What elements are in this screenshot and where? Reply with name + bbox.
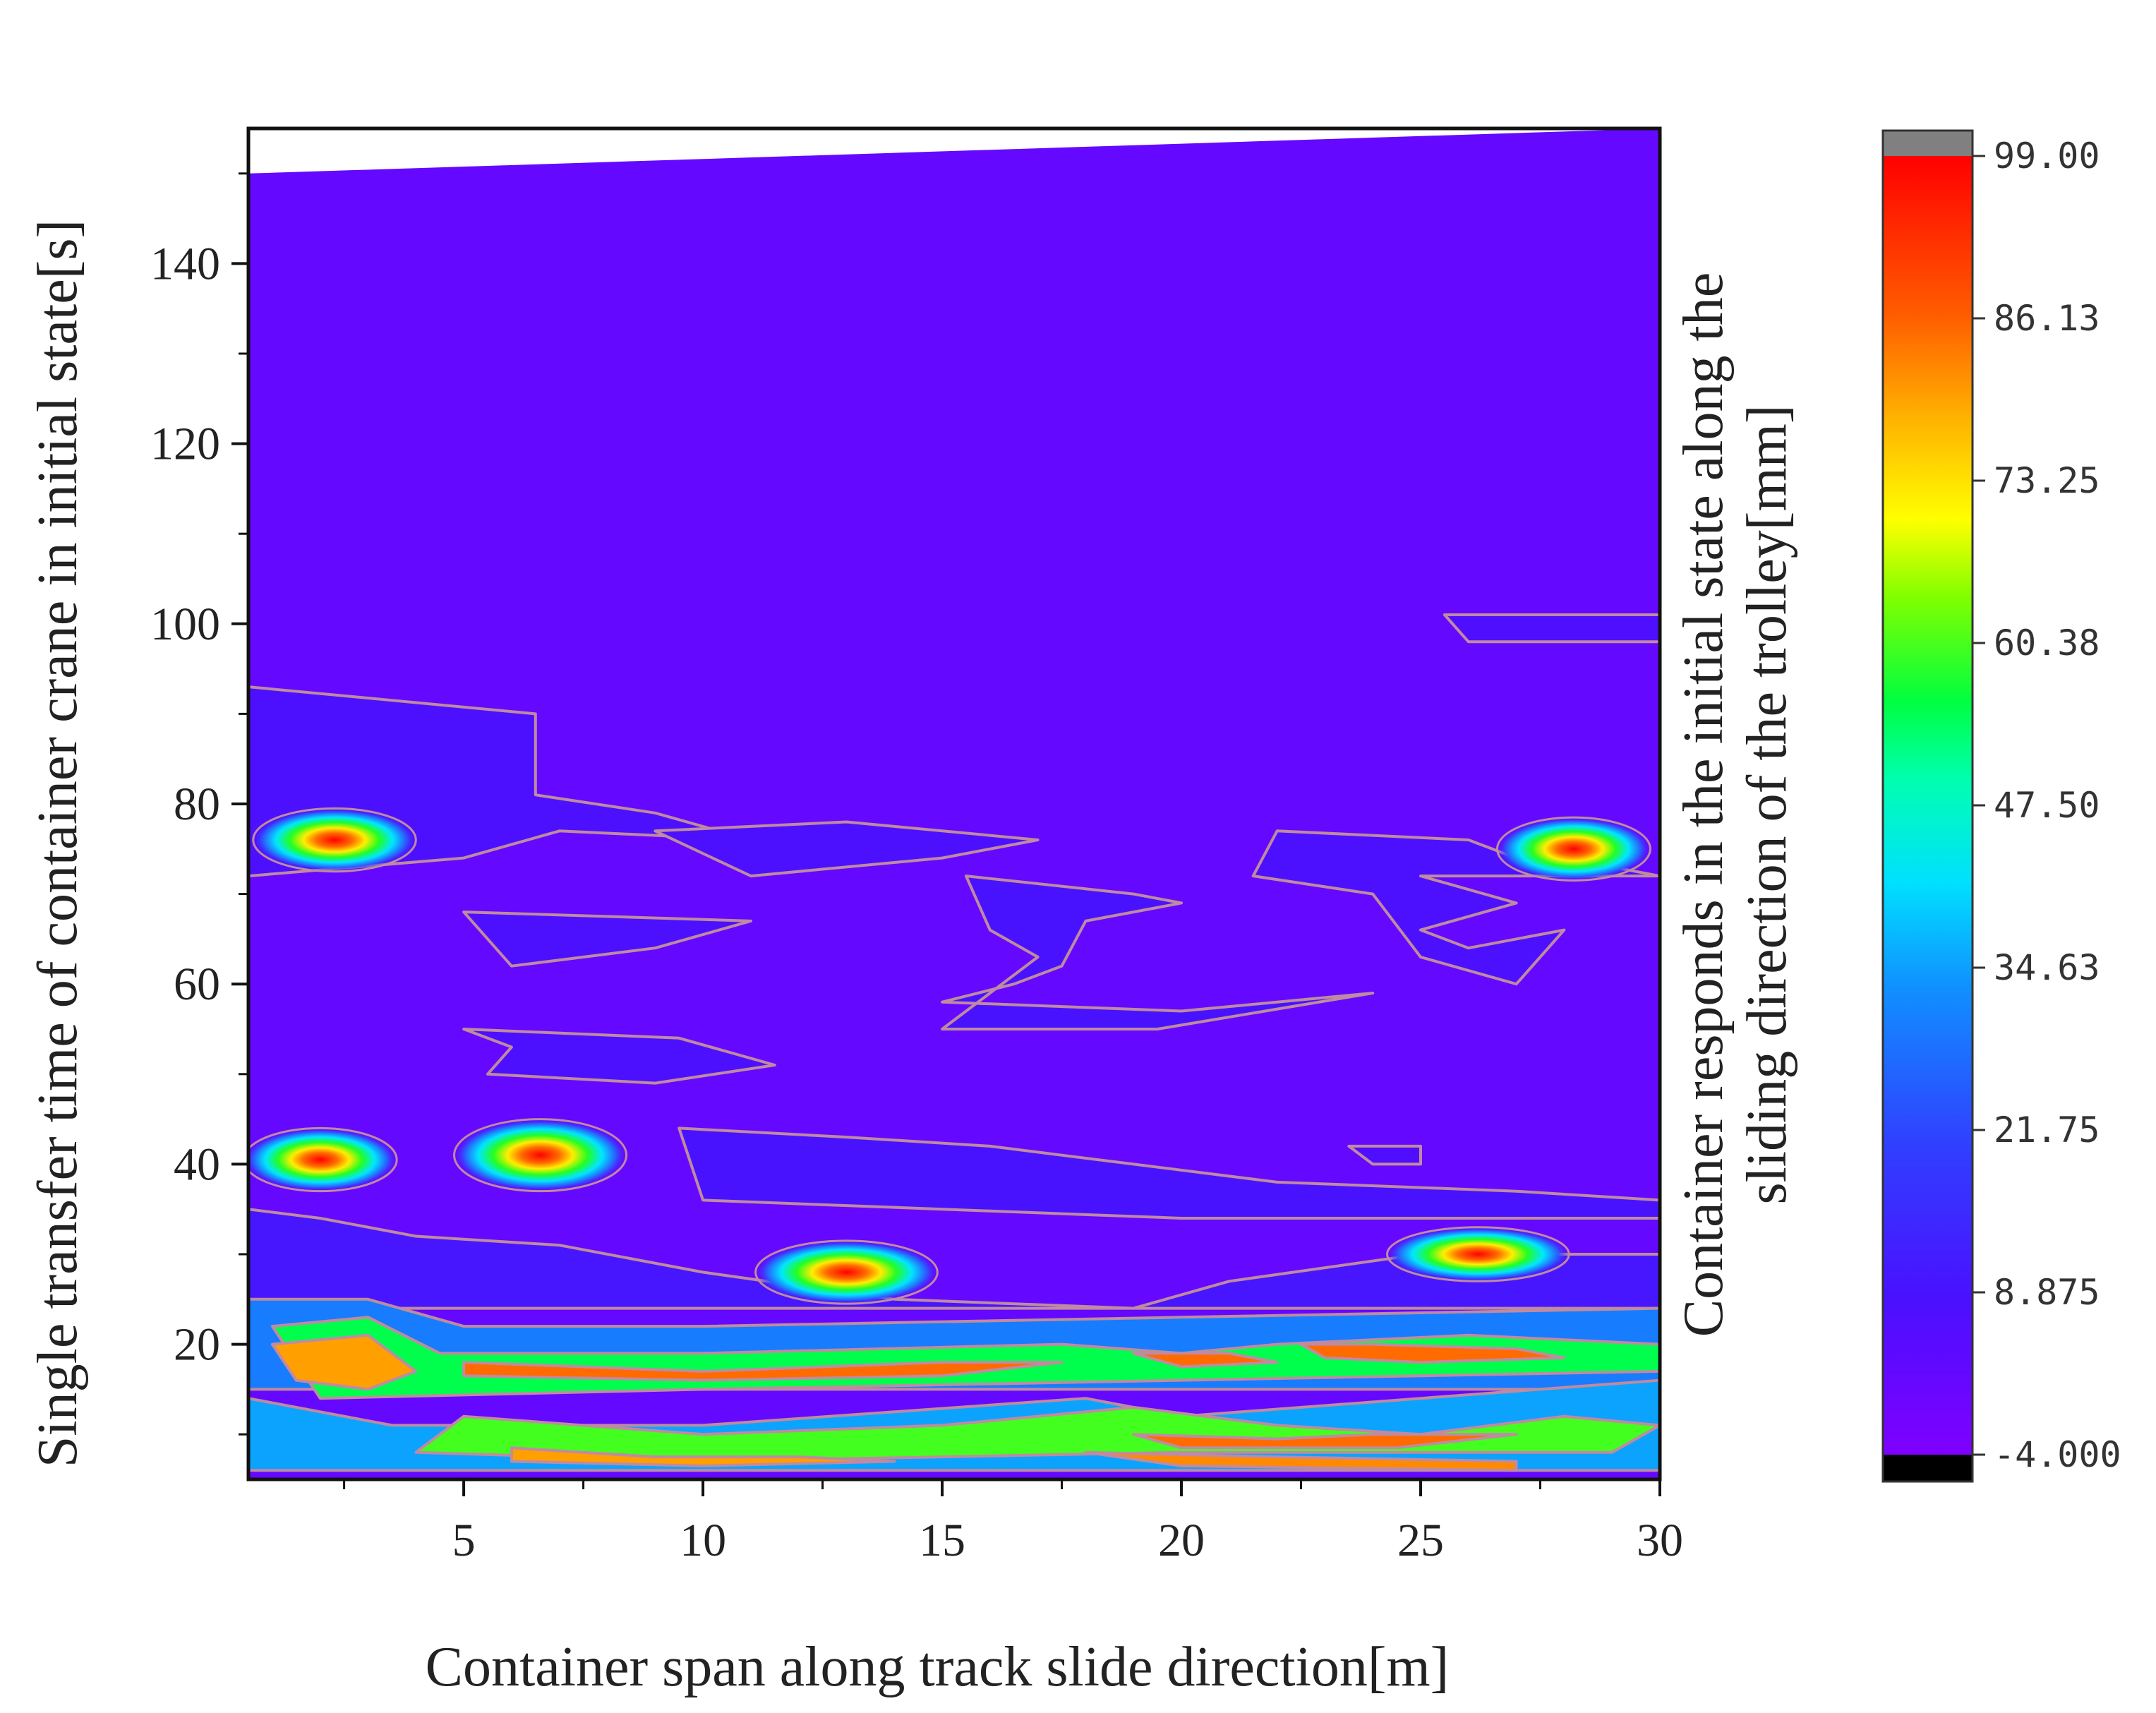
colorbar-tick-label: 8.875 (1994, 1272, 2100, 1313)
colorbar-tick-label: 47.50 (1994, 785, 2100, 826)
contour-hotspot-26 (1386, 1226, 1570, 1282)
x-tick-label-10: 10 (680, 1515, 726, 1566)
contour-hotspot-24 (453, 1118, 628, 1193)
y-tick-label-80: 80 (174, 779, 220, 830)
contour-region-low-4 (462, 1028, 776, 1085)
no-data-region (248, 128, 1660, 174)
contour-hotspot-23 (248, 1126, 398, 1193)
contour-region-hot-18 (1132, 1433, 1518, 1450)
x-tick-label-20: 20 (1158, 1515, 1205, 1566)
x-axis-title: Container span along track slide directi… (426, 1636, 1450, 1698)
x-tick-label-15: 15 (919, 1515, 965, 1566)
colorbar-tick-label: 86.13 (1994, 298, 2100, 339)
y-tick-label-100: 100 (150, 599, 220, 650)
contour-region-low-6 (1443, 613, 1660, 644)
plot-area (248, 128, 1660, 1479)
colorbar-tick-label: -4.000 (1994, 1434, 2121, 1475)
y-axis: 20 40 60 80 100 120 140 (150, 172, 248, 1436)
y-axis-title: Single transfer time of container crane … (27, 220, 89, 1467)
colorbar-tick-label: 60.38 (1994, 623, 2100, 663)
colorbar-tick-label: 34.63 (1994, 947, 2100, 988)
x-tick-label-5: 5 (452, 1515, 476, 1566)
contour-hotspot-22 (1495, 816, 1651, 882)
contour-region-hot-14 (270, 1333, 418, 1391)
y-tick-label-40: 40 (174, 1138, 220, 1190)
x-tick-label-30: 30 (1637, 1515, 1683, 1566)
colorbar-tick-label: 21.75 (1994, 1110, 2100, 1150)
contour-region-low-8 (248, 1208, 1660, 1310)
contour-region-hot-15 (462, 1361, 1064, 1382)
contour-region-low-3 (941, 874, 1375, 1030)
contour-region-low-9 (677, 1126, 1660, 1220)
x-axis: 5 10 15 20 25 30 (343, 1479, 1683, 1566)
y-tick-label-20: 20 (174, 1319, 220, 1371)
contour-region-hot-17 (1299, 1342, 1566, 1364)
contour-region-hot-19 (510, 1446, 896, 1467)
x-tick-label-25: 25 (1397, 1515, 1444, 1566)
colorbar-gradient (1883, 156, 1973, 1455)
contour-region-hot-16 (1132, 1352, 1279, 1369)
colorbar-over-swatch (1883, 131, 1973, 156)
contour-region-hot-20 (1084, 1450, 1518, 1472)
colorbar: 99.00 86.13 73.25 60.38 47.50 34.63 21.75 8.875… (1881, 129, 2121, 1483)
colorbar-under-swatch (1883, 1455, 1973, 1481)
contour-hotspot-25 (754, 1239, 939, 1305)
colorbar-title-line-1: Container responds in the initial state … (1673, 272, 1735, 1338)
contour-region-low-2 (462, 910, 752, 968)
y-tick-label-140: 140 (150, 238, 220, 289)
y-tick-label-120: 120 (150, 419, 220, 470)
contour-region-low-1 (654, 820, 1040, 878)
colorbar-title: Container responds in the initial state … (1673, 272, 1798, 1338)
colorbar-title-line-2: sliding direction of the trolley[mm] (1736, 404, 1798, 1204)
colorbar-tick-label: 99.00 (1994, 136, 2100, 176)
y-tick-label-60: 60 (174, 958, 220, 1010)
colorbar-ticks: 99.00 86.13 73.25 60.38 47.50 34.63 21.75 8.875… (1973, 136, 2121, 1475)
colorbar-tick-label: 73.25 (1994, 460, 2100, 501)
contour-region-low-7 (1347, 1144, 1422, 1166)
contour-hotspot-21 (252, 807, 417, 873)
